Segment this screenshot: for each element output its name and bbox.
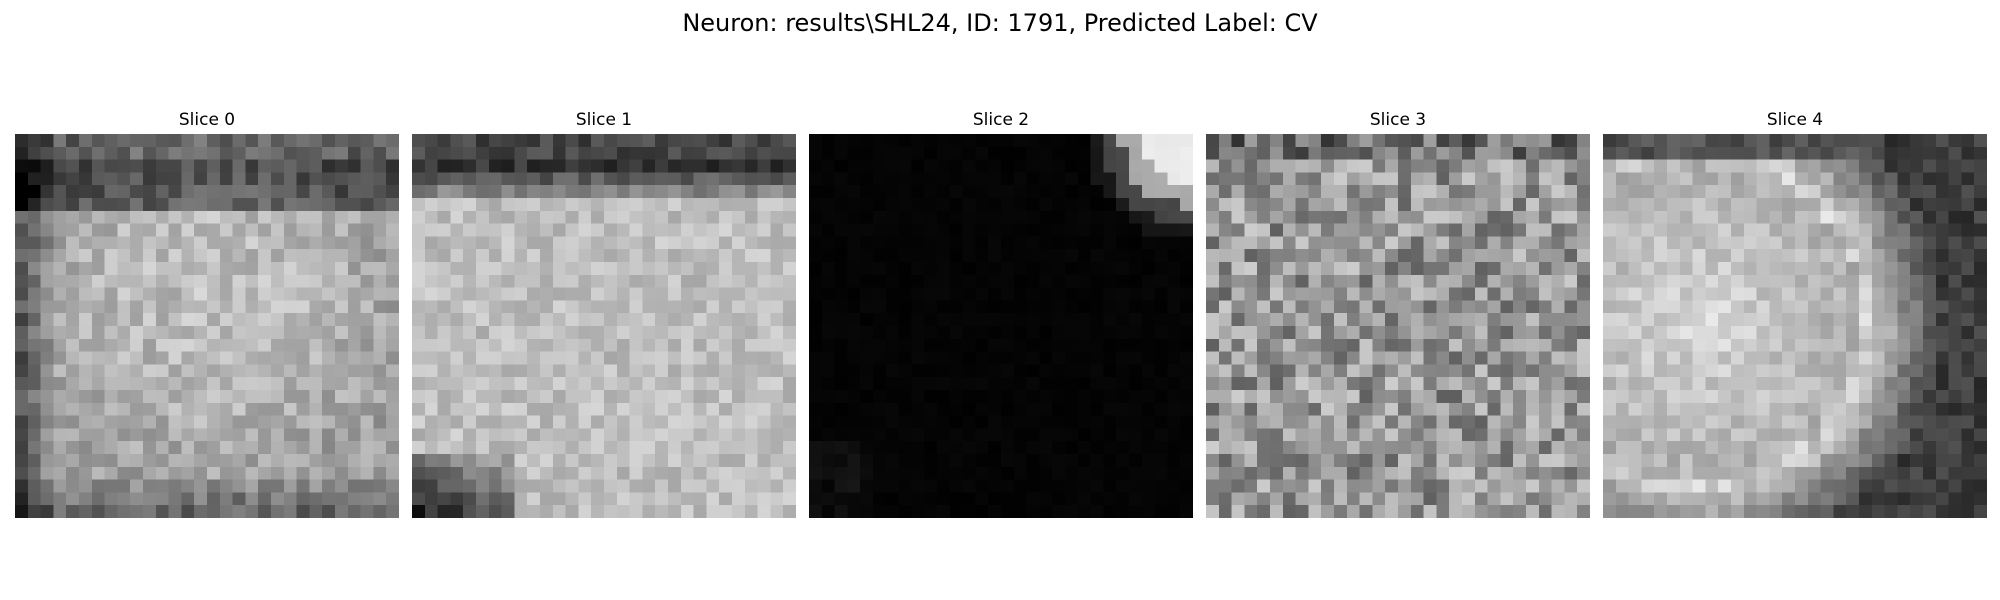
slice-panel-3: Slice 3 (1206, 108, 1590, 522)
slice-title: Slice 4 (1766, 110, 1824, 130)
slice-panel-2: Slice 2 (809, 108, 1193, 522)
slice-panel-0: Slice 0 (15, 108, 399, 522)
slice-image (15, 134, 399, 518)
slice-image (1603, 134, 1987, 518)
slice-title: Slice 3 (1369, 110, 1427, 130)
slice-image (1206, 134, 1590, 518)
slice-image (809, 134, 1193, 518)
slice-title: Slice 1 (575, 110, 633, 130)
figure-title: Neuron: results\SHL24, ID: 1791, Predict… (682, 9, 1318, 37)
slice-image (412, 134, 796, 518)
slice-title: Slice 0 (178, 110, 236, 130)
slice-title: Slice 2 (972, 110, 1030, 130)
slice-panel-4: Slice 4 (1603, 108, 1987, 522)
slice-panel-1: Slice 1 (412, 108, 796, 522)
